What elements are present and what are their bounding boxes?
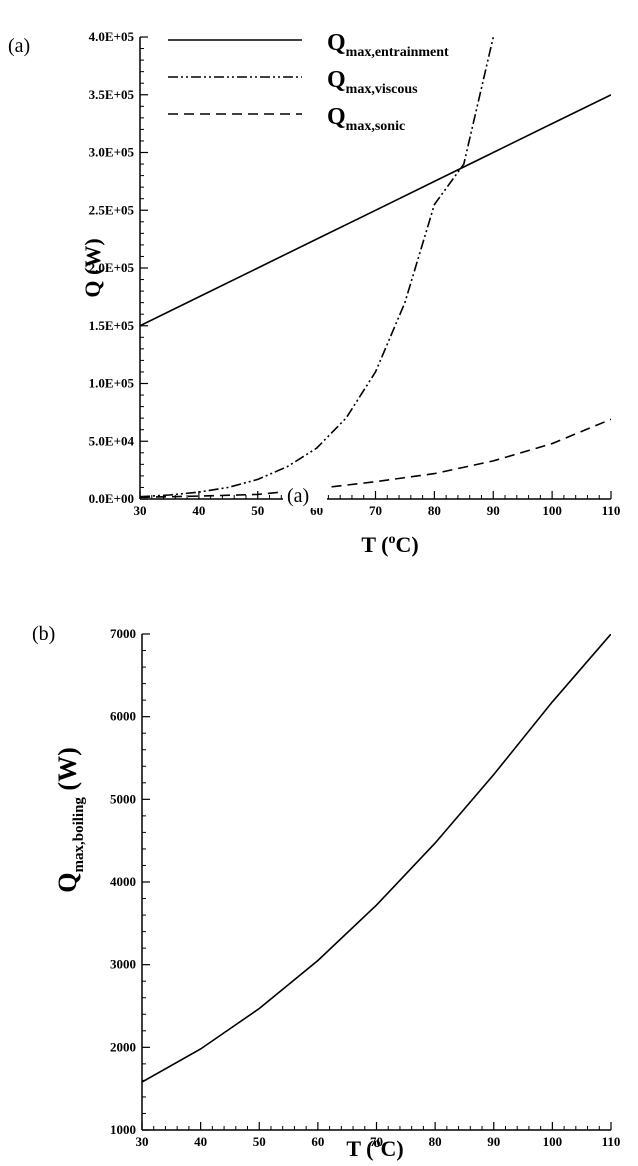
y-tick-label: 4000 (110, 874, 136, 889)
x-tick-label: 100 (543, 1134, 563, 1149)
y-tick-label: 1.5E+05 (89, 318, 135, 333)
legend-label-max-entrainment: Qmax,entrainment (327, 30, 449, 60)
x-tick-label: 80 (429, 1134, 442, 1149)
panel-a-ylabel: Q (W) (80, 238, 105, 297)
series-line-max-entrainment (140, 94, 611, 327)
y-tick-label: 2.5E+05 (89, 202, 135, 217)
panel-a-chart: (a) 30 40 50 60 70 80 90 100 1100.0E+005.0E+041.… (8, 29, 620, 557)
x-tick-label: 90 (487, 503, 500, 518)
x-tick-label: 70 (369, 503, 382, 518)
x-tick-label: 80 (428, 503, 441, 518)
y-tick-label: 2000 (110, 1039, 136, 1054)
panel-b-label: (b) (32, 623, 55, 645)
y-tick-label: 5000 (110, 791, 136, 806)
legend-label-max-viscous: Qmax,viscous (327, 67, 418, 97)
y-tick-label: 6000 (110, 709, 136, 724)
y-tick-label: 2.0E+05 (89, 260, 135, 275)
y-tick-label: 3.5E+05 (89, 87, 135, 102)
y-tick-label: 7000 (110, 626, 136, 641)
panel-b-ticks: 30 40 50 60 70 80 90 100 110 1000 2000 3000 4000 5000… (110, 626, 620, 1149)
x-tick-label: 30 (136, 1134, 149, 1149)
y-tick-label: 5.0E+04 (89, 433, 135, 448)
x-tick-label: 70 (370, 1134, 383, 1149)
y-tick-label: 1000 (110, 1122, 136, 1137)
y-tick-label: 0.0E+00 (89, 491, 134, 506)
inset-label-background (283, 480, 327, 508)
series-line-max-viscous (140, 37, 495, 498)
panel-a-label: (a) (8, 35, 30, 57)
series-line-max-sonic (140, 418, 611, 499)
x-tick-label: 100 (542, 503, 562, 518)
panel-b-chart: (b) 30 40 50 60 70 80 90 100 110 1000 2000 3000 4000… (32, 623, 620, 1161)
y-tick-label: 3000 (110, 957, 136, 972)
panel-b-series (142, 634, 611, 1083)
panel-b-ylabel: Qmax,boiling (W) (53, 747, 87, 893)
panel-a-legend: Qmax,entrainment Qmax,viscous Qmax,sonic (168, 30, 449, 134)
panel-a-axes (139, 37, 611, 500)
legend-label-max-sonic: Qmax,sonic (327, 104, 405, 134)
x-tick-label: 50 (251, 503, 264, 518)
x-tick-label: 50 (253, 1134, 266, 1149)
panel-b-xlabel: T (oC) (346, 1136, 403, 1161)
x-tick-label: 110 (602, 503, 621, 518)
panel-a-series (140, 37, 611, 499)
series-line (142, 634, 611, 1083)
x-tick-label: 30 (134, 503, 147, 518)
inset-panel-label: (a) (287, 485, 309, 507)
x-tick-label: 60 (311, 1134, 324, 1149)
x-tick-label: 90 (487, 1134, 500, 1149)
y-tick-label: 4.0E+05 (89, 29, 135, 44)
x-tick-label: 40 (192, 503, 205, 518)
y-tick-label: 1.0E+05 (89, 376, 135, 391)
x-tick-label: 40 (194, 1134, 207, 1149)
panel-a-ticks: 30 40 50 60 70 80 90 100 1100.0E+005.0E+041.0E+0… (89, 29, 621, 518)
x-tick-label: 110 (602, 1134, 621, 1149)
panel-b-axes (141, 634, 611, 1131)
y-tick-label: 3.0E+05 (89, 145, 135, 160)
panel-a-xlabel: T (oC) (361, 532, 418, 557)
